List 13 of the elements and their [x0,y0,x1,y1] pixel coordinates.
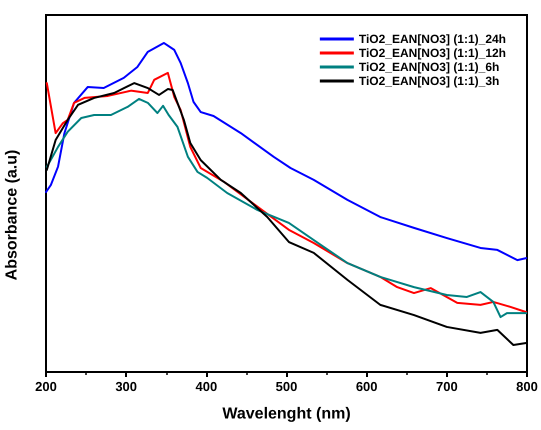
legend-label: TiO2_EAN[NO3] (1:1)_24h [358,32,506,46]
x-tick-label: 800 [516,379,538,394]
x-tick-label: 300 [115,379,138,394]
x-tick-label: 400 [195,379,218,394]
y-axis-title: Absorbance (a.u) [4,150,20,280]
legend-label: TiO2_EAN[NO3] (1:1)_12h [358,46,506,60]
x-tick-label: 500 [276,379,298,394]
legend-label: TiO2_EAN[NO3] (1:1)_6h [358,60,500,74]
x-tick-label: 700 [436,379,458,394]
x-axis-title: Wavelenght (nm) [222,406,351,422]
x-tick-label: 600 [356,379,378,394]
legend-label: TiO2_EAN[NO3] (1:1)_3h [358,74,500,88]
x-tick-label: 200 [35,379,57,394]
